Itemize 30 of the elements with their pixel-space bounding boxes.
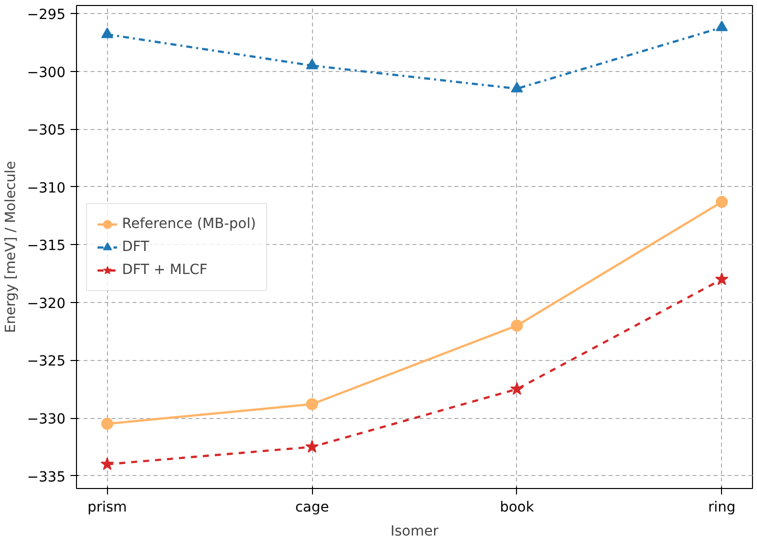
- point: [306, 58, 318, 70]
- y-tick-label: −320: [27, 296, 66, 312]
- legend-label: DFT + MLCF: [122, 262, 208, 278]
- y-tick-label: −305: [27, 122, 66, 139]
- x-axis-title: Isomer: [390, 524, 439, 540]
- point: [510, 320, 523, 332]
- y-tick-label: −335: [27, 469, 66, 486]
- y-tick-label: −330: [27, 412, 66, 428]
- point: [101, 418, 114, 430]
- x-tick-label: cage: [295, 500, 329, 516]
- y-tick-label: −315: [27, 238, 66, 254]
- point: [715, 272, 728, 286]
- point: [510, 382, 524, 395]
- point: [100, 457, 114, 470]
- x-tick-label: book: [500, 500, 535, 516]
- x-tick-label: ring: [708, 500, 736, 516]
- y-tick-label: −310: [27, 180, 66, 196]
- point: [510, 82, 523, 92]
- y-tick-label: −295: [27, 7, 66, 24]
- legend-label: Reference (MB-pol): [122, 216, 256, 232]
- point: [101, 28, 114, 38]
- y-tick-label: −325: [27, 354, 66, 370]
- legend-label: DFT: [122, 238, 150, 254]
- y-tick-label: −300: [27, 64, 66, 81]
- point: [306, 398, 318, 410]
- y-axis-title: Energy [meV] / Molecule: [3, 160, 20, 334]
- point: [305, 440, 319, 453]
- point: [716, 20, 728, 32]
- point: [716, 196, 728, 208]
- x-tick-label: prism: [87, 500, 127, 516]
